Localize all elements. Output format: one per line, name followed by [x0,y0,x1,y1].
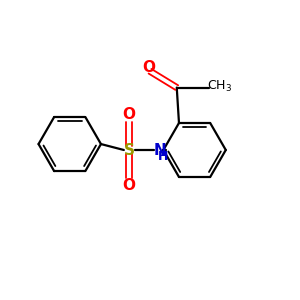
Text: O: O [123,107,136,122]
Text: S: S [124,142,135,158]
Text: N: N [154,142,167,158]
Text: CH$_3$: CH$_3$ [207,79,232,94]
Text: O: O [142,60,155,75]
Text: O: O [123,178,136,193]
Text: H: H [158,150,168,163]
